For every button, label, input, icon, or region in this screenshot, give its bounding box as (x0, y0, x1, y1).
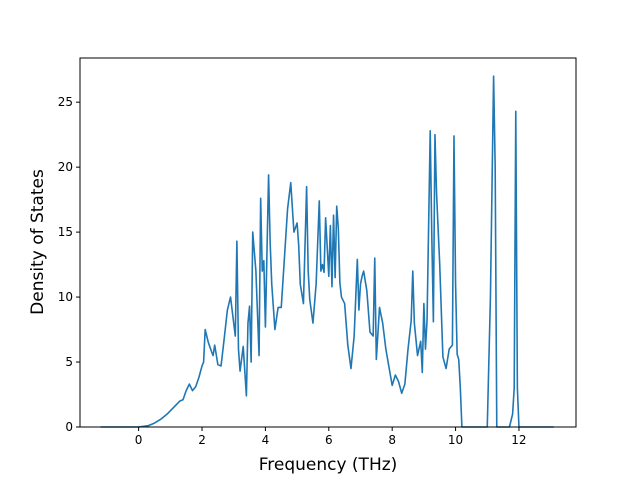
x-tick-label: 8 (388, 433, 396, 447)
y-tick-label: 20 (58, 160, 73, 174)
y-tick-label: 5 (65, 355, 73, 369)
x-tick-label: 2 (198, 433, 206, 447)
plot-area (79, 57, 577, 428)
x-tick-label: 6 (325, 433, 333, 447)
y-axis-ticks: 0 5 10 15 20 25 (58, 95, 80, 434)
y-tick-label: 10 (58, 290, 73, 304)
dos-series-line (100, 75, 554, 428)
x-tick-label: 10 (448, 433, 463, 447)
x-tick-label: 0 (135, 433, 143, 447)
x-tick-label: 4 (262, 433, 270, 447)
y-axis-label: Density of States (28, 169, 48, 315)
y-tick-label: 25 (58, 95, 73, 109)
axes-frame (79, 57, 577, 428)
y-tick-label: 15 (58, 225, 73, 239)
x-tick-label: 12 (511, 433, 526, 447)
y-tick-label: 0 (65, 420, 73, 434)
x-axis-ticks: 0 2 4 6 8 10 12 (135, 427, 527, 447)
x-axis-label: Frequency (THz) (259, 455, 398, 475)
